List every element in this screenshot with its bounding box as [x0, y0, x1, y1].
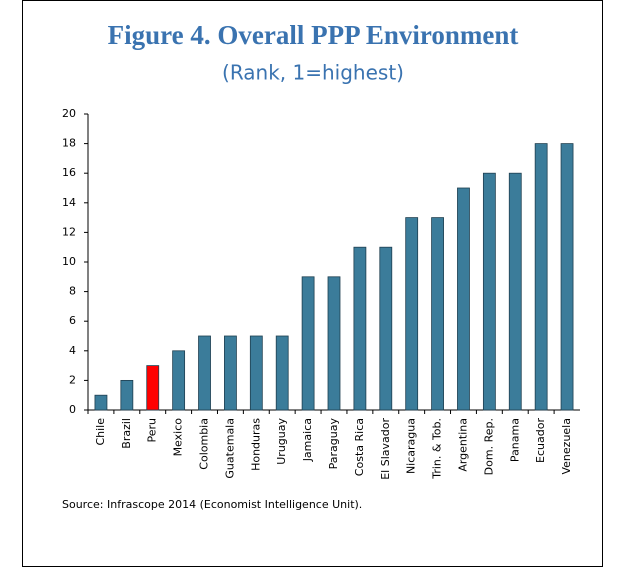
bar	[275, 335, 289, 411]
bar	[431, 217, 444, 411]
y-tick-label: 4	[69, 344, 76, 357]
x-tick-label: Colombia	[198, 418, 211, 470]
bar	[249, 335, 263, 411]
x-tick-label: Nicaragua	[405, 418, 418, 474]
x-tick-label: El Slavador	[379, 418, 392, 480]
x-tick-label: Honduras	[249, 418, 262, 471]
bar	[508, 172, 522, 411]
x-tick-label: Paraguay	[327, 418, 340, 470]
x-tick-label: Argentina	[456, 418, 469, 472]
y-tick-label: 0	[69, 403, 76, 416]
x-tick-label: Jamaica	[301, 418, 314, 462]
bar	[172, 350, 186, 411]
y-tick-label: 14	[62, 196, 76, 209]
chart-title: Figure 4. Overall PPP Environment	[108, 20, 519, 50]
x-tick-label: Brazil	[120, 418, 133, 449]
y-tick-label: 8	[69, 285, 76, 298]
bar	[534, 143, 548, 411]
x-tick-label: Trin. & Tob.	[431, 418, 444, 480]
bar	[301, 276, 315, 411]
bar	[482, 172, 496, 411]
x-tick-label: Panama	[508, 418, 521, 462]
bar	[457, 187, 470, 411]
bar	[560, 143, 574, 411]
y-tick-label: 12	[62, 225, 76, 238]
bar	[353, 246, 367, 411]
x-tick-label: Chile	[94, 418, 107, 446]
bar	[120, 379, 134, 411]
y-tick-label: 10	[62, 255, 76, 268]
x-tick-label: Costa Rica	[353, 418, 366, 476]
x-tick-label: Guatemala	[223, 418, 236, 479]
y-tick-label: 18	[62, 137, 76, 150]
source-note: Source: Infrascope 2014 (Economist Intel…	[62, 498, 362, 511]
bar	[379, 246, 393, 411]
bar	[94, 394, 108, 411]
bar	[224, 335, 237, 411]
x-tick-label: Peru	[146, 418, 159, 443]
bar	[327, 276, 341, 411]
y-tick-label: 2	[69, 373, 76, 386]
x-tick-label: Ecuador	[534, 418, 547, 463]
x-tick-label: Venezuela	[560, 418, 573, 475]
x-tick-label: Mexico	[172, 418, 185, 457]
y-tick-label: 20	[62, 107, 76, 120]
bar	[146, 365, 160, 411]
x-tick-label: Uruguay	[275, 418, 288, 465]
y-tick-label: 6	[69, 314, 76, 327]
chart-subtitle: (Rank, 1=highest)	[222, 61, 404, 85]
bar	[198, 335, 211, 411]
x-tick-label: Dom. Rep.	[482, 418, 495, 475]
y-tick-label: 16	[62, 166, 76, 179]
bar	[405, 217, 419, 411]
